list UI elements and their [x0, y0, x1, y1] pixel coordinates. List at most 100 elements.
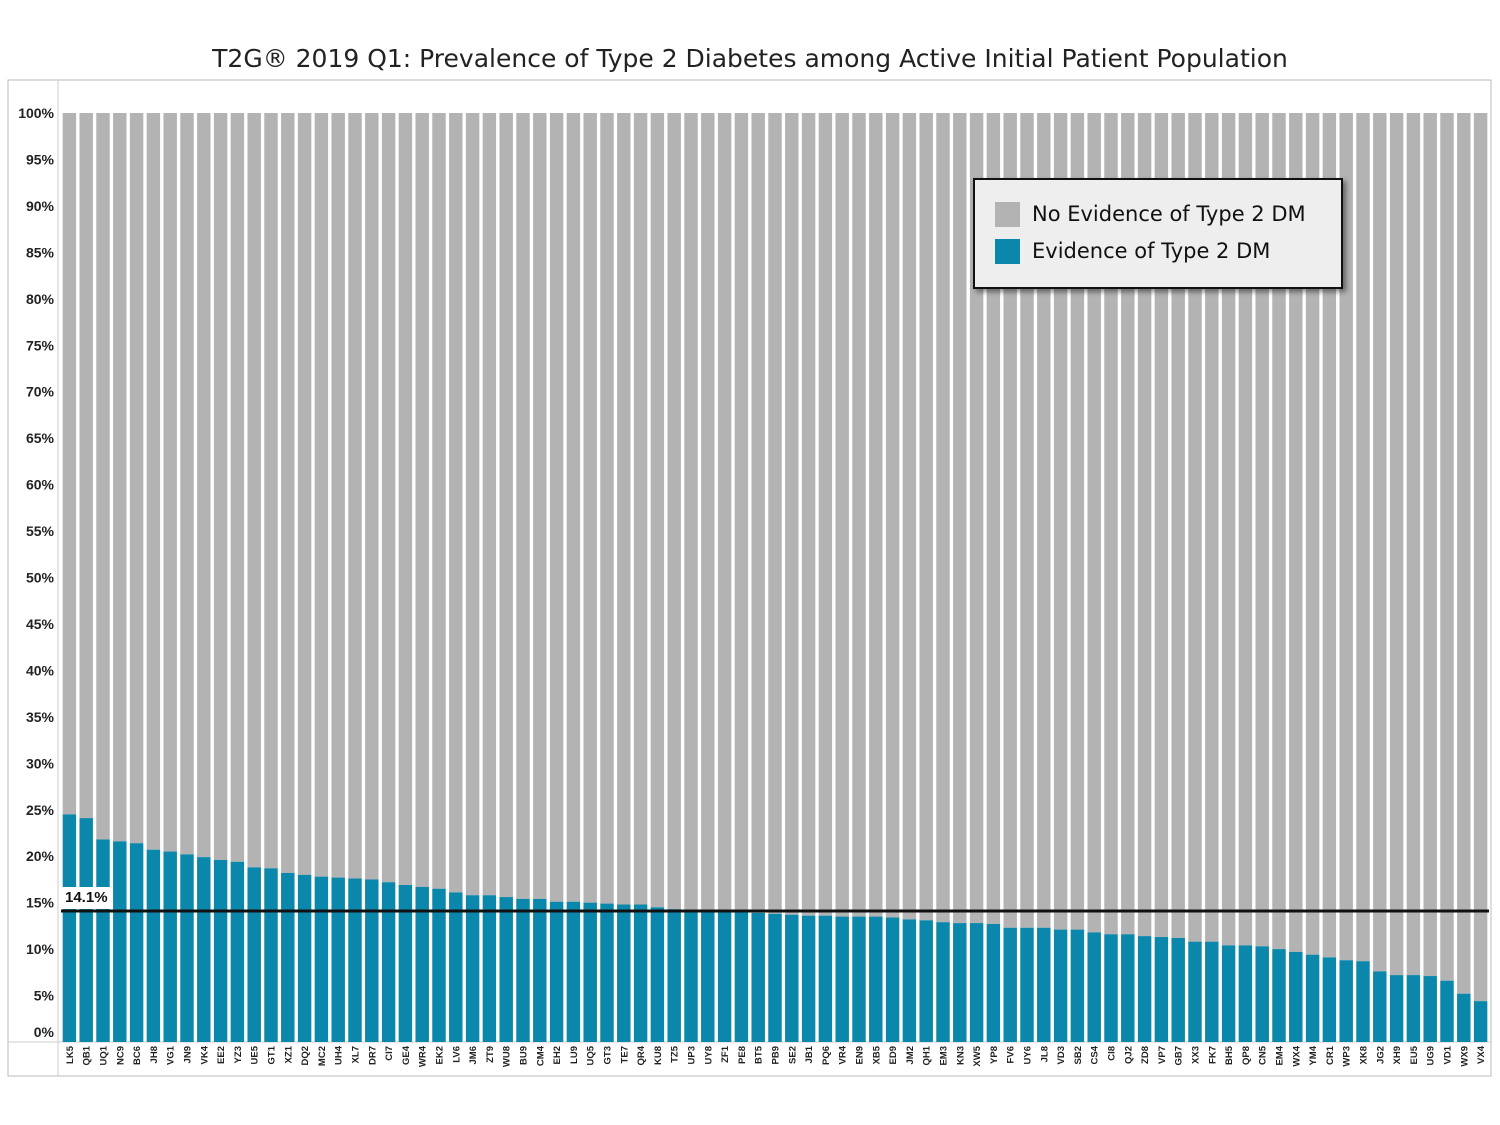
bar-no-evidence-ed9: [885, 113, 900, 918]
bar-no-evidence-zt9: [482, 113, 497, 896]
bar-evidence-xk8: [1356, 961, 1370, 1042]
bar-no-evidence-bu9: [516, 113, 530, 899]
bar-no-evidence-qh1: [919, 113, 933, 921]
x-tick-label: JL8: [1039, 1046, 1050, 1062]
bar-no-evidence-jn9: [180, 113, 194, 855]
bar-evidence-zd8: [1137, 936, 1152, 1042]
y-axis-tick-labels: 0% 5% 10% 15% 20% 25% 30% 35% 40% 45% 50% 55% 60% 65%…: [18, 105, 54, 1040]
bar-evidence-sb2: [1070, 929, 1085, 1042]
x-tick-label: YZ3: [233, 1046, 244, 1063]
x-tick-label: YP8: [989, 1046, 1000, 1064]
x-tick-label: JN9: [183, 1046, 194, 1063]
bar-no-evidence-nc9: [113, 113, 127, 842]
x-tick-label: PB9: [771, 1046, 782, 1064]
bar-no-evidence-xb5: [869, 113, 883, 917]
bar-evidence-dq2: [297, 874, 312, 1042]
x-tick-label: ZT9: [485, 1046, 496, 1063]
bar-evidence-xw5: [969, 923, 984, 1042]
bar-evidence-vx4: [1473, 1001, 1488, 1042]
bar-no-evidence-xk8: [1356, 113, 1370, 962]
x-tick-label: LV6: [451, 1046, 462, 1063]
bar-no-evidence-en9: [852, 113, 866, 917]
x-tick-label: JM2: [905, 1046, 916, 1064]
x-tick-label: QR4: [636, 1045, 647, 1065]
bar-no-evidence-ee2: [213, 113, 228, 860]
bar-no-evidence-cn5: [1255, 113, 1269, 947]
legend-label-evidence: Evidence of Type 2 DM: [1032, 239, 1271, 263]
bar-no-evidence-wx4: [1289, 113, 1303, 952]
x-tick-label: QH1: [922, 1045, 933, 1065]
y-tick-label: 45%: [26, 616, 55, 632]
y-tick-label: 10%: [26, 941, 55, 957]
bar-no-evidence-ym4: [1305, 113, 1320, 955]
bar-evidence-xh9: [1389, 975, 1404, 1042]
bar-evidence-cm4: [533, 898, 547, 1042]
x-tick-label: XX3: [1191, 1046, 1202, 1064]
y-tick-label: 20%: [26, 848, 55, 864]
bar-no-evidence-xl7: [348, 113, 362, 879]
bar-evidence-vr4: [835, 916, 849, 1042]
legend-label-no-evidence: No Evidence of Type 2 DM: [1032, 202, 1306, 226]
x-tick-label: ZF1: [720, 1045, 731, 1063]
bar-no-evidence-fk7: [1205, 113, 1219, 942]
bar-evidence-ku8: [650, 907, 665, 1042]
bar-evidence-tz5: [667, 909, 681, 1042]
x-tick-label: PQ6: [821, 1046, 832, 1065]
x-tick-label: UQ1: [99, 1045, 110, 1065]
bar-no-evidence-cr1: [1322, 113, 1337, 958]
x-tick-label: BH5: [1224, 1045, 1235, 1065]
bar-no-evidence-wx9: [1457, 113, 1471, 994]
bar-evidence-ek2: [432, 888, 446, 1042]
x-tick-label: CI7: [384, 1046, 395, 1061]
x-tick-label: YM4: [1308, 1045, 1319, 1065]
x-axis-tick-labels: LK5 QB1 UQ1 NC9 BC6 JH8 VG1 JN9 VK4 EE2 YZ3 UE5 GT1 X…: [65, 1045, 1487, 1067]
bar-no-evidence-uy6: [1020, 113, 1034, 928]
bar-evidence-en9: [852, 916, 866, 1042]
x-tick-label: EH2: [552, 1046, 563, 1064]
bar-no-evidence-jm6: [465, 113, 480, 896]
bar-evidence-cr1: [1322, 957, 1337, 1042]
x-tick-label: GT1: [267, 1045, 278, 1064]
bar-evidence-ge4: [398, 884, 413, 1042]
bar-no-evidence-lu9: [566, 113, 581, 902]
x-tick-label: UP3: [687, 1046, 698, 1064]
x-tick-label: LK5: [65, 1045, 76, 1064]
bar-evidence-lu9: [566, 901, 581, 1042]
x-tick-label: DR7: [367, 1046, 378, 1065]
x-tick-label: NC9: [115, 1046, 126, 1065]
bar-no-evidence-vx4: [1473, 113, 1488, 1002]
bar-no-evidence-xz1: [281, 113, 295, 873]
bar-evidence-fk7: [1205, 941, 1219, 1042]
x-tick-label: XZ1: [283, 1045, 294, 1063]
x-tick-label: XL7: [351, 1046, 362, 1063]
chart-title: T2G® 2019 Q1: Prevalence of Type 2 Diabe…: [212, 44, 1288, 73]
bar-no-evidence-vg1: [163, 113, 177, 852]
bar-evidence-qp8: [1238, 945, 1253, 1042]
bar-no-evidence-bt5: [751, 113, 765, 913]
x-tick-label: BU9: [519, 1046, 530, 1065]
bar-evidence-uh4: [331, 877, 345, 1042]
bar-no-evidence-lk5: [62, 113, 77, 815]
y-tick-label: 30%: [26, 755, 55, 771]
bar-evidence-bt5: [751, 912, 765, 1042]
bar-no-evidence-uh4: [331, 113, 345, 878]
x-tick-label: UE5: [250, 1045, 261, 1064]
x-tick-label: VK4: [199, 1045, 210, 1064]
x-tick-label: XH9: [1392, 1046, 1403, 1064]
bar-no-evidence-ug9: [1423, 113, 1437, 977]
x-tick-label: QJ2: [1123, 1046, 1134, 1064]
bar-no-evidence-cm4: [533, 113, 547, 899]
bar-no-evidence-zf1: [717, 113, 732, 912]
bar-evidence-eu5: [1406, 975, 1421, 1042]
bar-evidence-jm2: [902, 919, 917, 1042]
bar-evidence-uy8: [701, 911, 715, 1042]
legend: No Evidence of Type 2 DM Evidence of Typ…: [973, 178, 1343, 289]
x-tick-label: EM4: [1275, 1045, 1286, 1065]
x-tick-label: EE2: [216, 1046, 227, 1064]
bar-evidence-pb9: [768, 913, 782, 1042]
bar-evidence-vd1: [1440, 980, 1454, 1042]
x-tick-label: CR1: [1325, 1045, 1336, 1065]
y-tick-label: 15%: [26, 895, 55, 911]
bar-no-evidence-em4: [1272, 113, 1286, 950]
y-tick-label: 100%: [18, 105, 54, 121]
